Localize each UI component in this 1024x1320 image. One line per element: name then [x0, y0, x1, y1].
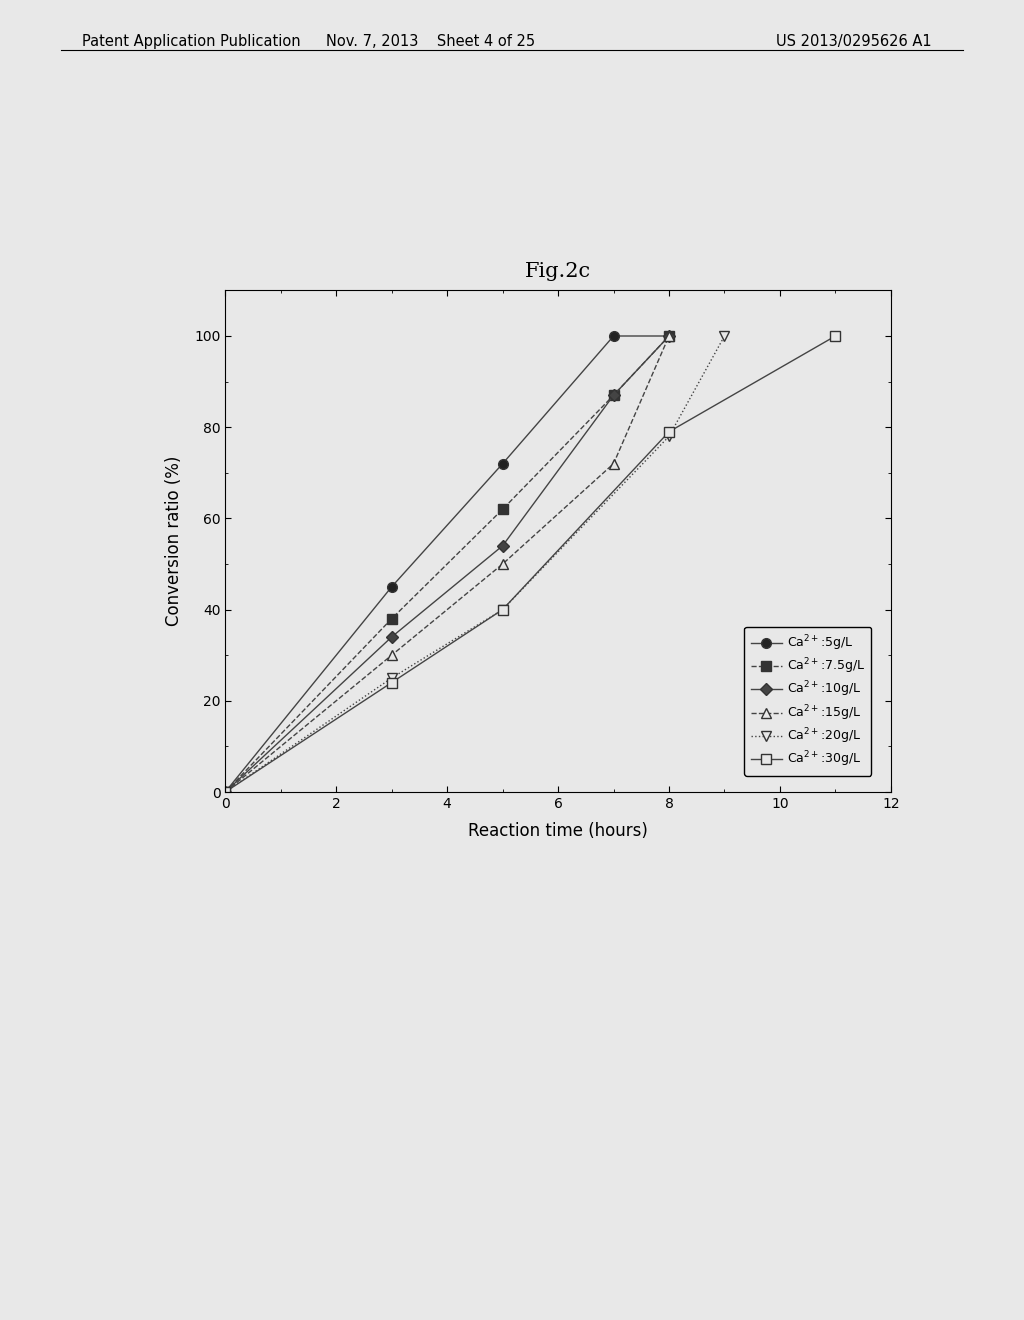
Ca$^{2+}$:15g/L [663, 329, 675, 345]
Ca$^{2+}$:5g/L [385, 579, 397, 595]
Ca$^{2+}$:10g/L [497, 537, 509, 553]
Ca$^{2+}$:7.5g/L [663, 329, 675, 345]
Ca$^{2+}$:7.5g/L [497, 502, 509, 517]
Ca$^{2+}$:15g/L [385, 647, 397, 663]
Ca$^{2+}$:5g/L [663, 329, 675, 345]
Ca$^{2+}$:30g/L [385, 675, 397, 690]
Ca$^{2+}$:10g/L [219, 784, 231, 800]
Ca$^{2+}$:15g/L [607, 455, 620, 471]
Ca$^{2+}$:10g/L [607, 387, 620, 403]
Ca$^{2+}$:15g/L [497, 556, 509, 572]
Ca$^{2+}$:5g/L [607, 329, 620, 345]
Ca$^{2+}$:7.5g/L [607, 387, 620, 403]
Ca$^{2+}$:30g/L [219, 784, 231, 800]
Line: Ca$^{2+}$:20g/L: Ca$^{2+}$:20g/L [220, 331, 729, 797]
Y-axis label: Conversion ratio (%): Conversion ratio (%) [165, 455, 183, 627]
Ca$^{2+}$:20g/L [497, 602, 509, 618]
Ca$^{2+}$:15g/L [219, 784, 231, 800]
Ca$^{2+}$:7.5g/L [385, 611, 397, 627]
Text: US 2013/0295626 A1: US 2013/0295626 A1 [776, 34, 932, 49]
Ca$^{2+}$:10g/L [385, 630, 397, 645]
Ca$^{2+}$:20g/L [385, 671, 397, 686]
Legend: Ca$^{2+}$:5g/L, Ca$^{2+}$:7.5g/L, Ca$^{2+}$:10g/L, Ca$^{2+}$:15g/L, Ca$^{2+}$:20: Ca$^{2+}$:5g/L, Ca$^{2+}$:7.5g/L, Ca$^{2… [744, 627, 871, 776]
Ca$^{2+}$:30g/L [829, 329, 842, 345]
X-axis label: Reaction time (hours): Reaction time (hours) [468, 822, 648, 840]
Ca$^{2+}$:20g/L [719, 329, 731, 345]
Text: Nov. 7, 2013    Sheet 4 of 25: Nov. 7, 2013 Sheet 4 of 25 [326, 34, 535, 49]
Ca$^{2+}$:5g/L [497, 455, 509, 471]
Ca$^{2+}$:20g/L [663, 429, 675, 445]
Ca$^{2+}$:30g/L [497, 602, 509, 618]
Line: Ca$^{2+}$:5g/L: Ca$^{2+}$:5g/L [220, 331, 674, 797]
Ca$^{2+}$:10g/L [663, 329, 675, 345]
Ca$^{2+}$:5g/L [219, 784, 231, 800]
Line: Ca$^{2+}$:10g/L: Ca$^{2+}$:10g/L [221, 331, 673, 796]
Line: Ca$^{2+}$:7.5g/L: Ca$^{2+}$:7.5g/L [220, 331, 674, 797]
Line: Ca$^{2+}$:30g/L: Ca$^{2+}$:30g/L [220, 331, 841, 797]
Ca$^{2+}$:20g/L [219, 784, 231, 800]
Text: Patent Application Publication: Patent Application Publication [82, 34, 301, 49]
Title: Fig.2c: Fig.2c [525, 261, 591, 281]
Ca$^{2+}$:7.5g/L [219, 784, 231, 800]
Line: Ca$^{2+}$:15g/L: Ca$^{2+}$:15g/L [220, 331, 674, 797]
Ca$^{2+}$:30g/L [663, 424, 675, 440]
